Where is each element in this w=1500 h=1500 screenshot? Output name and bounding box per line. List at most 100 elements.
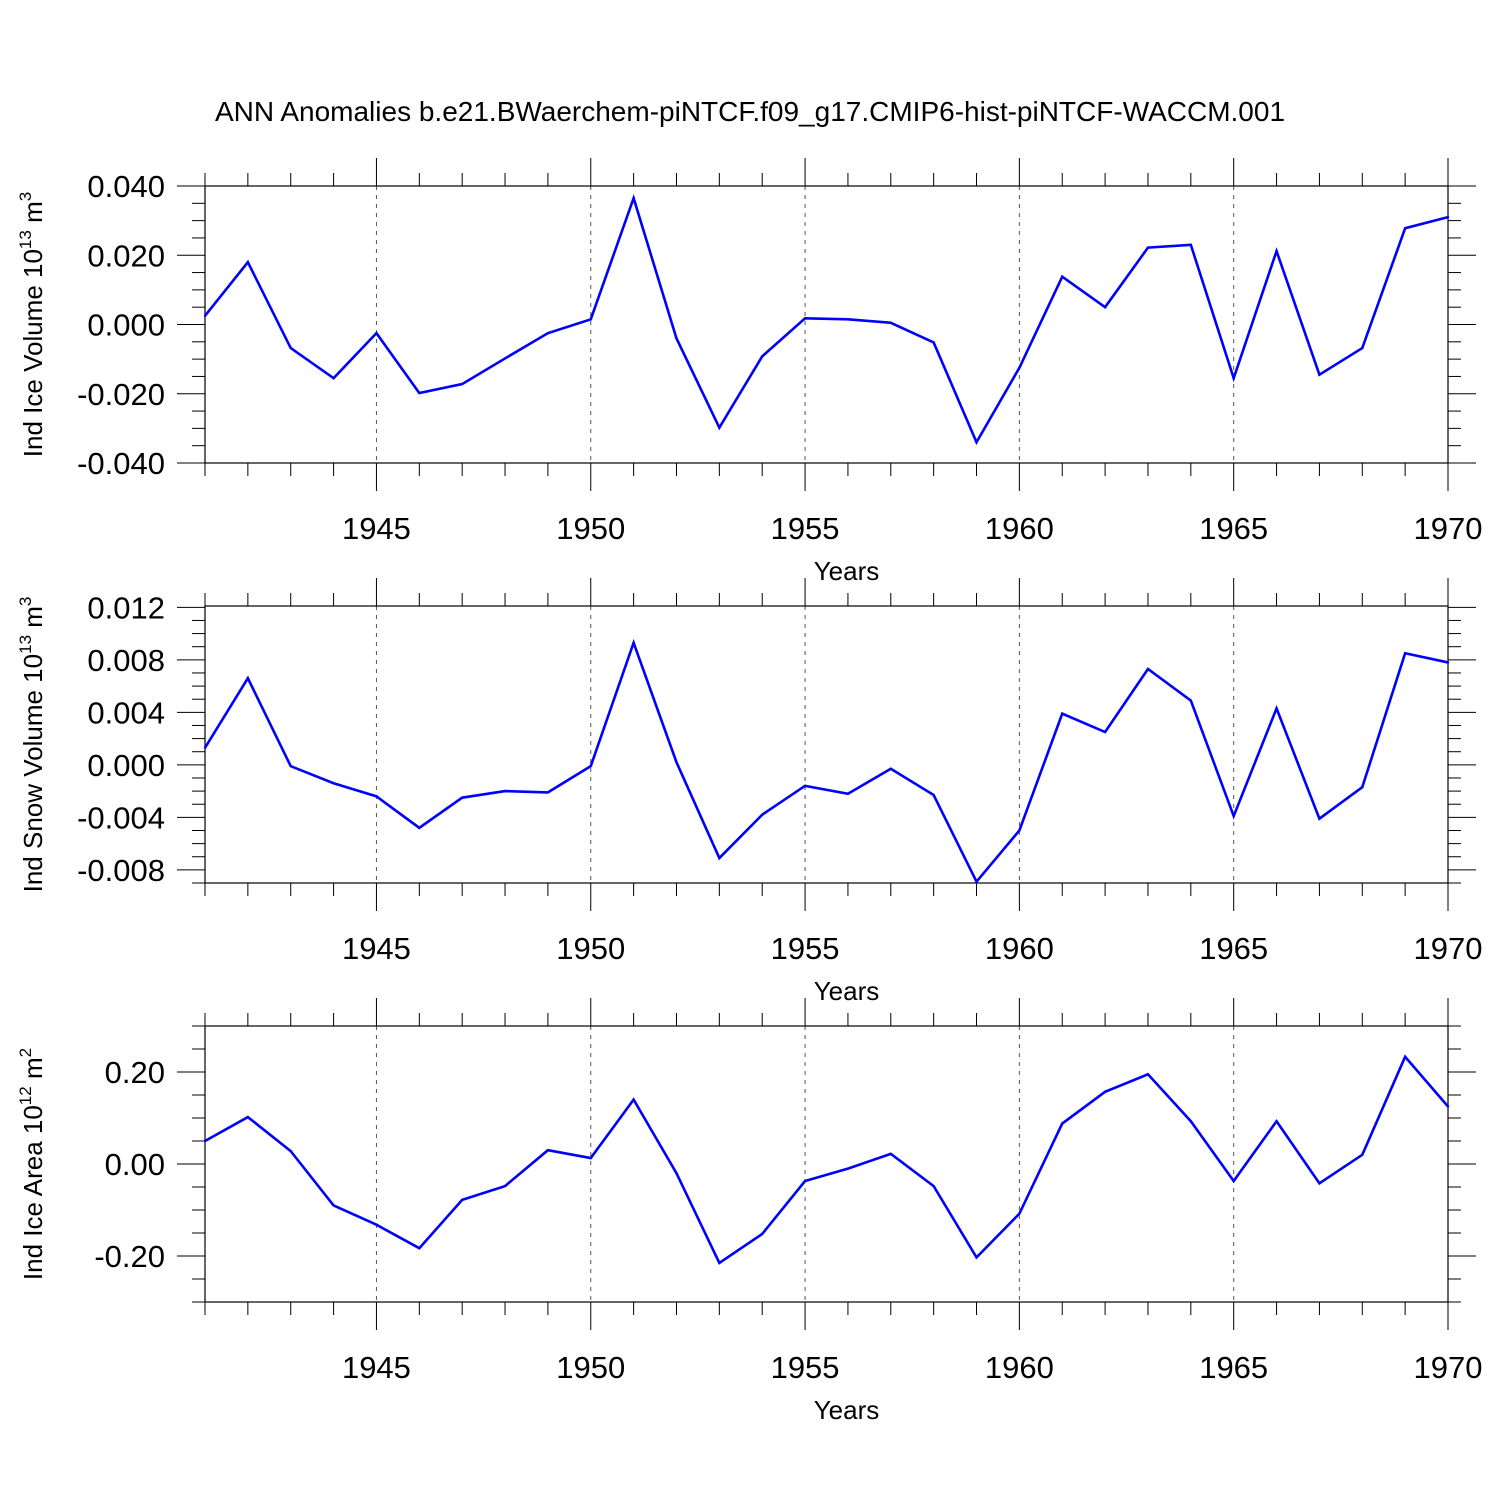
data-point: [546, 1149, 550, 1152]
data-point: [1275, 249, 1278, 253]
y-axis-title-text: Ind Snow Volume 10: [18, 654, 48, 893]
y-axis-title: Ind Ice Area 1012 m2: [16, 1048, 48, 1280]
data-point: [932, 1184, 935, 1188]
y-axis-title: Ind Snow Volume 1013 m3: [16, 597, 48, 893]
data-point: [546, 791, 550, 794]
data-point: [1275, 1120, 1278, 1123]
y-tick-label: 0.00: [105, 1147, 165, 1182]
data-point: [632, 641, 635, 644]
data-point: [418, 1246, 421, 1250]
chart-panel-2: -0.008 -0.004 0.000 0.004 0.008 0.012 1945 1950…: [16, 578, 1482, 1006]
x-axis-title: Years: [814, 556, 880, 586]
data-point: [718, 856, 721, 860]
x-tick-label: 1965: [1199, 1350, 1268, 1385]
data-point: [761, 355, 764, 358]
data-point: [1103, 730, 1107, 734]
data-point: [632, 1098, 635, 1101]
data-point: [846, 318, 850, 321]
x-tick-label: 1945: [342, 511, 411, 546]
data-point: [1146, 246, 1150, 249]
y-tick-label: 0.040: [87, 169, 165, 204]
y-axis-title-unit: m: [18, 1057, 48, 1086]
data-point: [332, 1204, 335, 1207]
data-point: [1275, 707, 1278, 710]
y-axis-title: Ind Ice Volume 1013 m3: [16, 192, 48, 457]
data-point: [889, 767, 892, 770]
data-point: [1318, 1182, 1321, 1185]
data-point: [761, 813, 764, 816]
data-point: [203, 746, 207, 749]
data-point: [932, 793, 935, 797]
data-point: [589, 1156, 592, 1160]
y-tick-label: -0.040: [77, 446, 165, 481]
data-point: [332, 782, 335, 785]
data-point: [289, 1149, 292, 1153]
y-tick-label: -0.004: [77, 800, 165, 835]
data-point: [803, 317, 807, 320]
data-point: [975, 1256, 978, 1259]
data-point: [1189, 1120, 1193, 1123]
data-point: [203, 1139, 207, 1143]
data-point: [675, 761, 678, 764]
data-point: [1061, 275, 1064, 278]
y-tick-label: 0.012: [87, 590, 165, 625]
data-point: [1446, 661, 1450, 664]
x-axis-title: Years: [814, 976, 880, 1006]
x-tick-label: 1950: [556, 931, 625, 966]
chart-panel-3: -0.20 0.00 0.20 1945 1950 1955 1960 1965 1970 Yea…: [16, 998, 1482, 1425]
y-tick-label: -0.020: [77, 377, 165, 412]
y-axis-title-text: Ind Ice Volume 10: [18, 249, 48, 457]
data-point: [1318, 373, 1321, 376]
data-point: [375, 795, 378, 798]
data-point: [375, 331, 378, 335]
data-point: [1361, 1153, 1364, 1157]
data-point: [932, 341, 935, 344]
data-point: [460, 1198, 464, 1202]
y-axis-title-exponent: 13: [16, 230, 35, 249]
chart-panel-1: -0.040 -0.020 0.000 0.020 0.040 1945 1950 1955 1…: [16, 158, 1482, 586]
y-tick-label: 0.000: [87, 748, 165, 783]
data-point: [246, 260, 250, 264]
data-point: [718, 1261, 721, 1265]
data-point: [289, 764, 292, 768]
x-tick-label: 1970: [1414, 931, 1483, 966]
data-point: [803, 1179, 807, 1183]
x-tick-label: 1965: [1199, 511, 1268, 546]
data-point: [718, 426, 721, 429]
x-tick-label: 1945: [342, 931, 411, 966]
data-point: [889, 1152, 892, 1156]
y-axis-title-text: Ind Ice Area 10: [18, 1105, 48, 1280]
data-point: [1146, 667, 1150, 671]
series-line: [203, 193, 1449, 446]
x-tick-label: 1960: [985, 931, 1054, 966]
data-point: [418, 391, 421, 395]
data-point: [975, 441, 978, 444]
data-point: [889, 321, 892, 324]
x-tick-label: 1945: [342, 1350, 411, 1385]
data-point: [375, 1223, 378, 1226]
data-point: [246, 677, 250, 680]
x-tick-label: 1970: [1414, 511, 1483, 546]
y-tick-label: 0.20: [105, 1055, 165, 1090]
data-point: [1403, 1055, 1407, 1059]
y-axis-title-unit-exponent: 2: [16, 1048, 35, 1057]
data-point: [1103, 1090, 1107, 1093]
x-tick-label: 1965: [1199, 931, 1268, 966]
x-tick-label: 1950: [556, 1350, 625, 1385]
data-point: [589, 318, 592, 321]
data-point: [975, 880, 978, 883]
data-point: [1446, 215, 1450, 219]
data-point: [1403, 227, 1407, 230]
y-tick-label: -0.20: [94, 1239, 165, 1274]
data-point: [589, 764, 592, 768]
x-tick-label: 1960: [985, 511, 1054, 546]
data-point: [846, 792, 850, 795]
plot-frame: [204, 605, 1449, 884]
data-point: [1232, 1179, 1235, 1183]
plot-frame: [204, 185, 1449, 464]
data-point: [846, 1167, 850, 1170]
x-tick-label: 1955: [771, 511, 840, 546]
data-point: [1318, 817, 1321, 820]
data-point: [1446, 1105, 1450, 1108]
data-point: [1232, 376, 1235, 380]
